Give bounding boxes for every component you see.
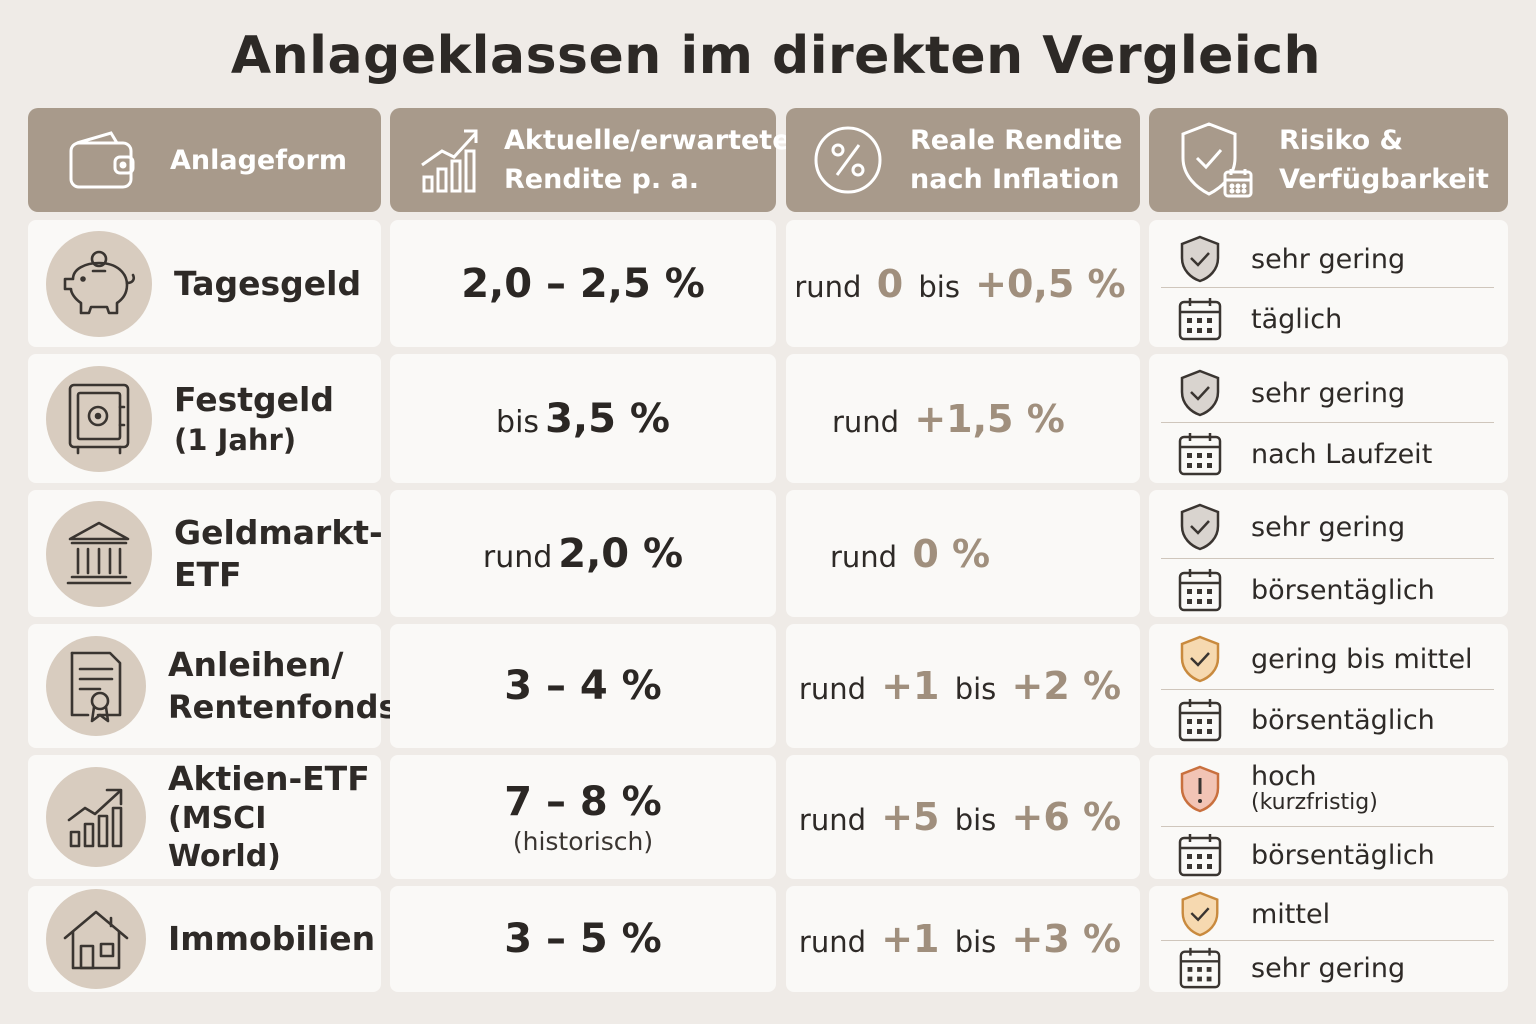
risk-item: sehr gering: [1177, 234, 1405, 284]
table-row-festgeld-name: Festgeld (1 Jahr): [28, 354, 381, 483]
asset-name: Geldmarkt- ETF: [174, 512, 383, 594]
risk-item: sehr gering: [1177, 502, 1405, 552]
table-row-geldmarkt-return: rund 2,0 %: [390, 490, 776, 617]
divider: [1161, 287, 1494, 288]
table-row-aktien-return: 7 – 8 % (historisch): [390, 755, 776, 879]
shield-alert-icon: [1180, 765, 1220, 813]
divider: [1161, 826, 1494, 827]
shield-check-icon: [1180, 503, 1220, 551]
asset-name: Immobilien: [168, 919, 376, 958]
growth-chart-icon: [46, 767, 146, 867]
asset-name: Tagesgeld: [174, 263, 362, 303]
divider: [1161, 558, 1494, 559]
header-risiko: Risiko & Verfügbarkeit: [1149, 108, 1508, 212]
table-row-anleihen-risk: gering bis mittel börsentäglich: [1149, 624, 1508, 748]
asset-name: Festgeld (1 Jahr): [174, 379, 334, 457]
divider: [1161, 422, 1494, 423]
table-row-tagesgeld-return: 2,0 – 2,5 %: [390, 220, 776, 347]
availability-item: börsentäglich: [1177, 697, 1435, 743]
shield-check-icon: [1180, 235, 1220, 283]
table-row-anleihen-return: 3 – 4 %: [390, 624, 776, 748]
percent-icon: [812, 125, 884, 195]
divider: [1161, 940, 1494, 941]
table-row-geldmarkt-risk: sehr gering börsentäglich: [1149, 490, 1508, 617]
header-anlageform: Anlageform: [28, 108, 381, 212]
shield-calendar-icon: [1177, 120, 1253, 200]
table-row-geldmarkt-real: rund 0 %: [786, 490, 1140, 617]
table-row-anleihen-real: rund +1 bis +2 %: [786, 624, 1140, 748]
risk-item: gering bis mittel: [1177, 634, 1473, 684]
real-return: rund +1 bis +2 %: [798, 664, 1122, 708]
piggy-bank-icon: [46, 230, 152, 337]
calendar-icon: [1178, 569, 1222, 612]
table-row-tagesgeld-real: rund 0 bis +0,5 %: [786, 220, 1140, 347]
return-value: 3 – 4 %: [504, 663, 662, 709]
table-row-immobilien-risk: mittel sehr gering: [1149, 886, 1508, 992]
real-return: rund 0 %: [830, 531, 991, 576]
return-value: 2,0 – 2,5 %: [461, 260, 705, 307]
header-reale-rendite-label: Reale Rendite nach Inflation: [910, 125, 1123, 195]
shield-check-icon: [1180, 635, 1220, 683]
table-row-aktien-real: rund +5 bis +6 %: [786, 755, 1140, 879]
risk-item: mittel: [1177, 890, 1330, 938]
return-value: bis 3,5 %: [496, 395, 670, 442]
return-note: (historisch): [512, 826, 654, 856]
table-row-festgeld-risk: sehr gering nach Laufzeit: [1149, 354, 1508, 483]
risk-item: hoch (kurzfristig): [1177, 763, 1378, 815]
return-value: rund 2,0 %: [482, 530, 684, 577]
calendar-icon: [1178, 298, 1222, 341]
availability-item: börsentäglich: [1177, 832, 1435, 878]
table-row-geldmarkt-name: Geldmarkt- ETF: [28, 490, 383, 617]
calendar-icon: [1178, 834, 1222, 877]
rising-chart-icon: [418, 125, 482, 195]
asset-name: Anleihen/ Rentenfonds: [168, 645, 398, 726]
table-row-immobilien-return: 3 – 5 %: [390, 886, 776, 992]
table-row-tagesgeld-risk: sehr gering täglich: [1149, 220, 1508, 347]
table-row-tagesgeld-name: Tagesgeld: [28, 220, 381, 347]
safe-icon: [46, 365, 152, 472]
wallet-icon: [66, 129, 138, 191]
table-row-anleihen-name: Anleihen/ Rentenfonds: [28, 624, 398, 748]
header-rendite-label: Aktuelle/erwartete Rendite p. a.: [504, 125, 791, 195]
real-return: rund +1 bis +3 %: [798, 917, 1122, 961]
availability-item: börsentäglich: [1177, 567, 1435, 613]
risk-item: sehr gering: [1177, 368, 1405, 418]
divider: [1161, 689, 1494, 690]
real-return: rund 0 bis +0,5 %: [794, 261, 1126, 306]
shield-check-icon: [1181, 891, 1219, 937]
header-rendite: Aktuelle/erwartete Rendite p. a.: [390, 108, 791, 212]
return-value: 3 – 5 %: [504, 916, 662, 962]
calendar-icon: [1178, 433, 1222, 476]
availability-item: sehr gering: [1177, 946, 1405, 990]
table-row-festgeld-return: bis 3,5 %: [390, 354, 776, 483]
real-return: rund +5 bis +6 %: [798, 795, 1122, 839]
header-anlageform-label: Anlageform: [170, 144, 347, 176]
certificate-icon: [46, 636, 146, 736]
availability-item: täglich: [1177, 296, 1342, 342]
shield-check-icon: [1180, 369, 1220, 417]
asset-name: Aktien-ETF (MSCI World): [168, 759, 370, 874]
availability-item: nach Laufzeit: [1177, 431, 1432, 477]
real-return: rund +1,5 %: [832, 396, 1065, 441]
table-row-immobilien-real: rund +1 bis +3 %: [786, 886, 1140, 992]
header-risiko-label: Risiko & Verfügbarkeit: [1279, 125, 1489, 195]
bank-building-icon: [46, 500, 152, 607]
house-icon: [46, 889, 146, 989]
calendar-icon: [1179, 947, 1221, 989]
calendar-icon: [1178, 699, 1222, 742]
page-title: Anlageklassen im direkten Vergleich: [230, 26, 1322, 86]
table-row-aktien-risk: hoch (kurzfristig) börsentäglich: [1149, 755, 1508, 879]
table-row-festgeld-real: rund +1,5 %: [786, 354, 1140, 483]
header-reale-rendite: Reale Rendite nach Inflation: [786, 108, 1140, 212]
table-row-aktien-name: Aktien-ETF (MSCI World): [28, 755, 381, 879]
table-row-immobilien-name: Immobilien: [28, 886, 381, 992]
return-value: 7 – 8 %: [504, 778, 662, 825]
